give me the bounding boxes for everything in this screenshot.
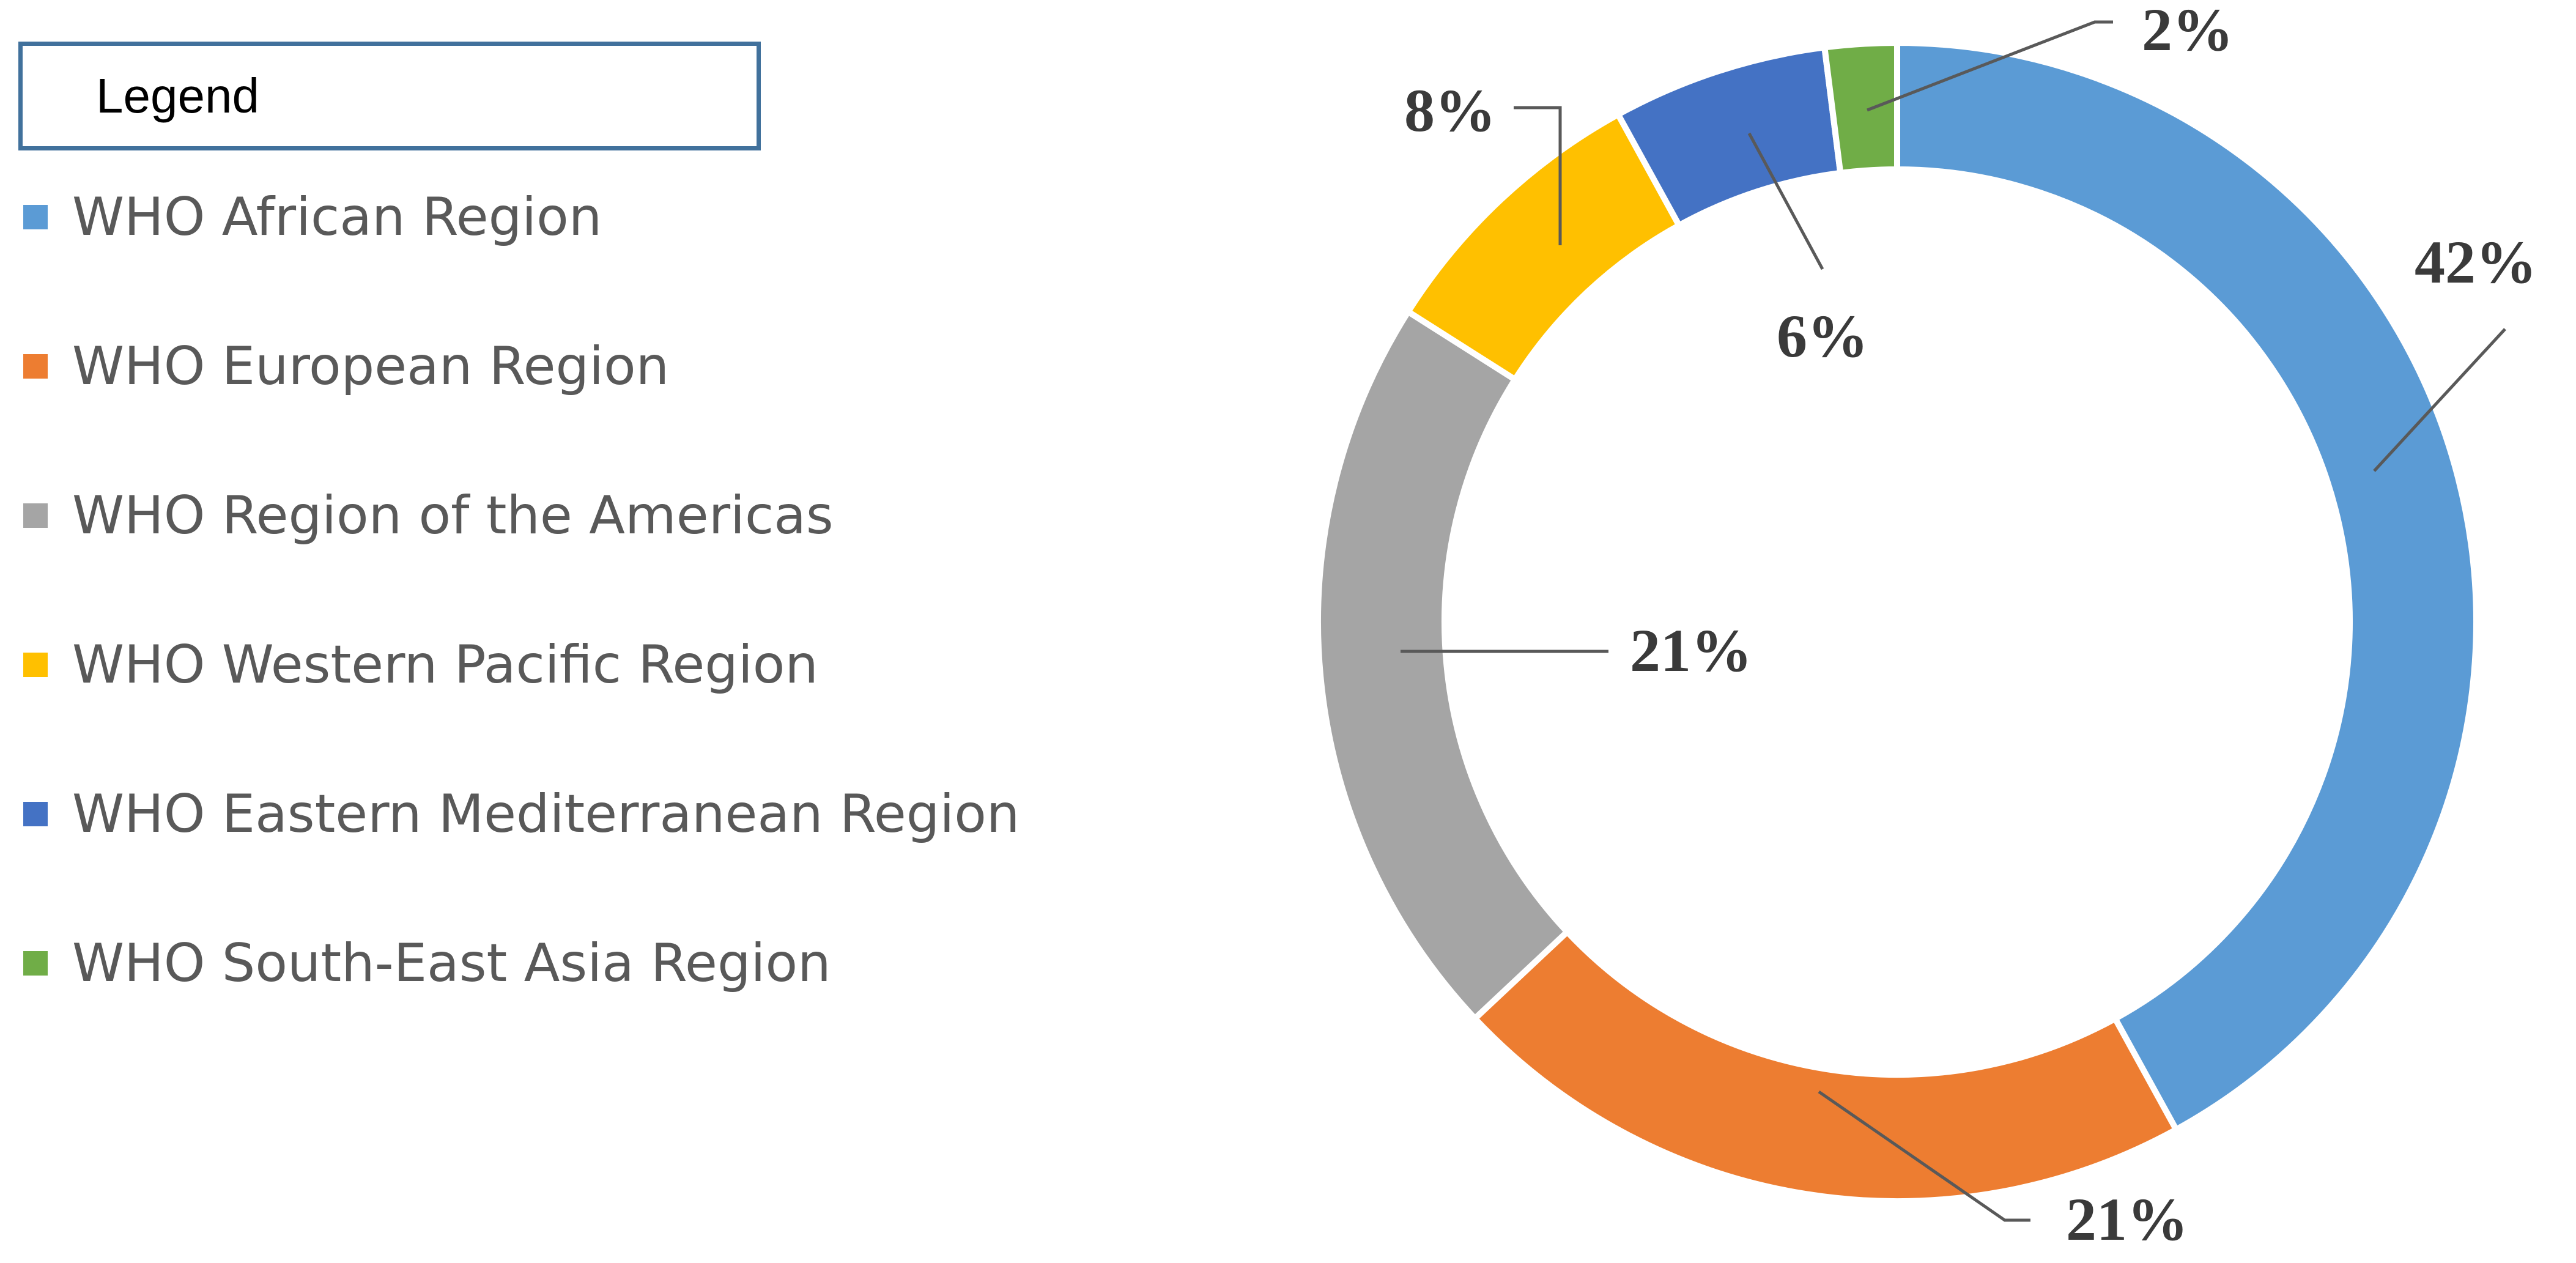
legend-title: Legend [96,69,259,123]
legend-title-box: Legend [18,42,761,150]
legend-swatch [23,951,48,976]
donut-slice-region-of-the-americas [1314,307,1572,1023]
data-label-african-region: 42% [2415,228,2537,296]
legend-item-eastern-mediterranean: WHO Eastern Mediterranean Region [23,780,1020,848]
leader-line-eastern-mediterranean-region [1747,132,1824,270]
data-label-eastern-mediterranean-region: 6% [1777,302,1868,370]
leader-line-western-pacific-region [1514,106,1562,245]
legend-swatch [23,653,48,677]
donut-slice-european-region [1470,927,2181,1204]
legend-swatch [23,503,48,528]
data-label-western-pacific-region: 8% [1404,76,1496,144]
legend-label: WHO African Region [72,187,602,248]
legend-item-south-east-asia: WHO South-East Asia Region [23,930,831,997]
legend-label: WHO South-East Asia Region [72,933,831,994]
legend-swatch [23,205,48,229]
legend-item-european: WHO European Region [23,333,669,400]
legend-label: WHO European Region [72,336,670,397]
data-label-european-region: 21% [2066,1185,2188,1253]
data-label-south-east-asia-region: 2% [2142,0,2234,64]
legend-label: WHO Western Pacific Region [72,634,818,695]
leader-line-african-region [2373,328,2506,472]
legend-item-americas: WHO Region of the Americas [23,482,834,549]
donut-slice-south-east-asia-region [1821,39,1900,177]
data-label-region-of-the-americas: 21% [1630,617,1752,684]
legend-swatch [23,354,48,379]
leader-line-south-east-asia-region [1867,20,2113,112]
legend-swatch [23,802,48,826]
legend-label: WHO Region of the Americas [72,485,834,546]
legend-item-african: WHO African Region [23,183,602,251]
legend-item-western-pacific: WHO Western Pacific Region [23,631,818,698]
leader-line-european-region [1818,1090,2030,1222]
donut-slice-african-region [1894,39,2479,1134]
legend-label: WHO Eastern Mediterranean Region [72,783,1020,845]
